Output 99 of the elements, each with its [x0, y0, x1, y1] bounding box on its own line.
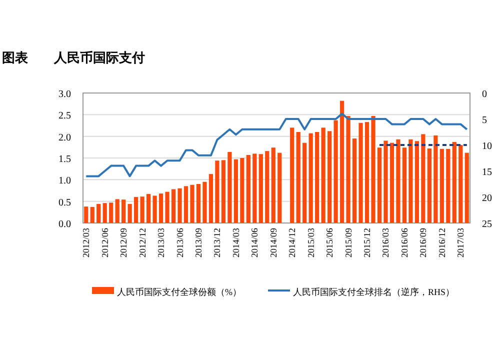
x-tick-label: 2013/09: [193, 228, 204, 258]
bar: [184, 186, 188, 223]
bar: [464, 152, 469, 223]
bar: [340, 100, 344, 223]
bar: [421, 134, 426, 223]
bar: [140, 196, 144, 223]
y2-tick-label: 15: [482, 167, 492, 178]
bar: [377, 148, 382, 223]
y-tick-label: 1.0: [58, 176, 71, 187]
y-tick-label: 0.0: [58, 219, 71, 230]
y-tick-label: 2.5: [58, 110, 71, 122]
bar: [158, 194, 164, 223]
x-tick-label: 2015/12: [362, 228, 372, 258]
bar: [346, 116, 350, 223]
line-series: [85, 112, 468, 178]
bar: [440, 148, 444, 223]
bar: [352, 138, 357, 223]
bar: [128, 204, 132, 223]
x-tick-label: 2012/03: [81, 228, 92, 258]
bar: [208, 174, 214, 223]
y2-tick-label: 10: [482, 141, 492, 152]
y2-tick-label: 20: [482, 193, 492, 204]
bar: [434, 135, 438, 223]
bar: [258, 154, 263, 223]
bar: [265, 151, 270, 223]
bar: [446, 148, 450, 223]
x-tick-label: 2012/09: [118, 228, 129, 258]
bar: [371, 116, 376, 223]
x-tick-label: 2016/06: [399, 228, 410, 258]
x-tick-label: 2014/12: [287, 228, 298, 258]
x-tick-label: 2014/09: [268, 228, 278, 258]
y-tick-label: 0.5: [58, 197, 71, 208]
bar: [228, 152, 232, 223]
bar: [90, 206, 94, 223]
bar: [271, 148, 276, 223]
y2-tick-label: 5: [482, 115, 487, 126]
bar: [327, 131, 332, 223]
bar: [196, 184, 201, 223]
bar: [96, 204, 101, 223]
bar: [278, 152, 282, 223]
bar: [246, 154, 250, 223]
bar: [102, 203, 107, 223]
bar: [334, 120, 338, 223]
bar: [408, 139, 413, 223]
y2-tick-label: 25: [482, 219, 492, 230]
y-tick-label: 3.0: [58, 89, 71, 100]
y-tick-label: 1.5: [58, 154, 71, 165]
bar: [396, 139, 400, 223]
bar: [302, 142, 307, 223]
bar: [364, 122, 370, 223]
bar: [234, 159, 238, 223]
bar: [146, 194, 151, 223]
x-tick-label: 2015/03: [306, 228, 316, 258]
x-tick-label: 2017/03: [456, 228, 466, 258]
x-tick-label: 2013/03: [156, 228, 166, 258]
bar: [414, 141, 420, 223]
bar: [84, 206, 88, 223]
bar: [165, 192, 170, 223]
x-tick-label: 2016/09: [418, 228, 428, 258]
x-tick-label: 2012/06: [100, 228, 110, 258]
x-tick-label: 2015/06: [324, 228, 335, 258]
legend-label: 人民币国际支付全球排名（逆序，RHS）: [293, 287, 455, 297]
bar: [152, 196, 157, 223]
bar: [122, 200, 126, 223]
bar: [115, 199, 120, 223]
bar: [458, 145, 463, 223]
bar: [215, 160, 220, 223]
y-tick-label: 2.0: [58, 132, 71, 144]
bar: [134, 197, 138, 223]
x-tick-label: 2013/06: [174, 228, 185, 258]
bar: [296, 132, 300, 223]
bar: [358, 122, 363, 223]
bar: [321, 128, 326, 223]
x-tick-label: 2015/09: [343, 228, 354, 258]
bar: [178, 188, 182, 223]
bar: [171, 189, 176, 223]
x-tick-label: 2016/03: [380, 228, 391, 258]
bar: [390, 142, 394, 223]
legend-label: 人民币国际支付全球份额（%）: [117, 287, 242, 297]
y2-tick-label: 0: [482, 89, 487, 100]
x-tick-label: 2016/12: [436, 228, 447, 258]
bar: [402, 148, 407, 223]
chart-title: 图表 人民币国际支付: [2, 50, 145, 65]
bar: [290, 128, 294, 223]
bar: [190, 184, 194, 223]
bar: [308, 133, 313, 223]
bar: [452, 142, 456, 223]
bar: [240, 158, 244, 223]
bar: [109, 202, 114, 223]
bar: [252, 154, 257, 223]
bar: [384, 140, 388, 223]
x-tick-label: 2014/03: [230, 228, 241, 258]
bar: [427, 148, 432, 223]
x-tick-label: 2012/12: [137, 228, 148, 258]
x-tick-label: 2014/06: [250, 228, 260, 258]
bar: [221, 160, 226, 223]
x-tick-label: 2013/12: [212, 228, 222, 258]
bar: [315, 132, 320, 223]
bar: [202, 182, 207, 223]
